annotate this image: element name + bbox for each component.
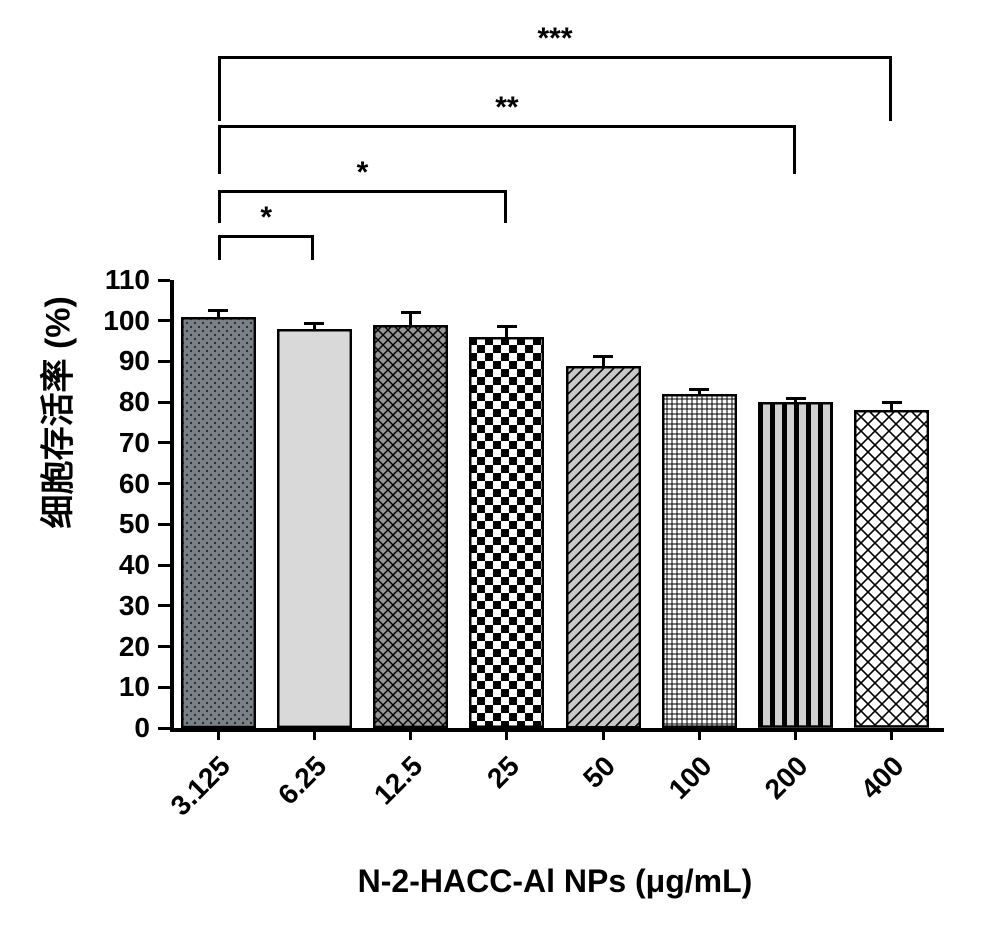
- x-tick-mark: [794, 728, 797, 740]
- y-tick-mark: [158, 319, 170, 322]
- y-tick-label: 90: [0, 345, 150, 377]
- significance-label: **: [467, 91, 547, 125]
- y-tick-mark: [158, 401, 170, 404]
- y-tick-label: 10: [0, 671, 150, 703]
- error-cap: [689, 388, 709, 391]
- significance-bracket-drop: [218, 125, 221, 174]
- error-cap: [593, 355, 613, 358]
- error-bar: [409, 313, 412, 325]
- significance-bracket: [218, 190, 507, 193]
- significance-bracket: [218, 56, 892, 59]
- y-tick-label: 50: [0, 508, 150, 540]
- x-tick-mark: [602, 728, 605, 740]
- x-tick-mark: [698, 728, 701, 740]
- y-tick-label: 20: [0, 631, 150, 663]
- significance-bracket-drop: [218, 56, 221, 121]
- significance-bracket-drop: [504, 190, 507, 223]
- y-tick-label: 100: [0, 305, 150, 337]
- x-tick-label: 100: [662, 750, 718, 806]
- y-tick-mark: [158, 645, 170, 648]
- x-tick-label: 6.25: [272, 750, 333, 811]
- y-tick-mark: [158, 482, 170, 485]
- y-tick-mark: [158, 564, 170, 567]
- x-tick-label: 25: [481, 750, 526, 795]
- error-cap: [304, 322, 324, 325]
- y-tick-label: 70: [0, 427, 150, 459]
- error-cap: [497, 325, 517, 328]
- significance-label: *: [323, 156, 403, 190]
- y-tick-mark: [158, 279, 170, 282]
- y-tick-mark: [158, 523, 170, 526]
- y-tick-mark: [158, 441, 170, 444]
- y-tick-label: 110: [0, 264, 150, 296]
- significance-bracket: [218, 235, 314, 238]
- significance-bracket-drop: [218, 190, 221, 223]
- x-tick-mark: [505, 728, 508, 740]
- x-tick-label: 200: [759, 750, 815, 806]
- y-tick-mark: [158, 727, 170, 730]
- significance-bracket-drop: [311, 235, 314, 259]
- x-tick-mark: [217, 728, 220, 740]
- y-tick-mark: [158, 604, 170, 607]
- significance-bracket-drop: [218, 235, 221, 259]
- y-tick-label: 0: [0, 712, 150, 744]
- bar: [758, 402, 833, 728]
- x-tick-label: 50: [577, 750, 622, 795]
- x-tick-mark: [409, 728, 412, 740]
- y-tick-label: 30: [0, 590, 150, 622]
- error-bar: [505, 327, 508, 337]
- bar: [373, 325, 448, 728]
- y-tick-label: 40: [0, 549, 150, 581]
- x-tick-label: 400: [855, 750, 911, 806]
- significance-bracket-drop: [793, 125, 796, 174]
- significance-bracket: [218, 125, 796, 128]
- x-tick-label: 3.125: [165, 750, 237, 822]
- significance-bracket-drop: [889, 56, 892, 121]
- x-tick-label: 12.5: [368, 750, 429, 811]
- error-cap: [401, 311, 421, 314]
- error-cap: [786, 397, 806, 400]
- x-tick-mark: [890, 728, 893, 740]
- y-tick-mark: [158, 360, 170, 363]
- y-tick-label: 60: [0, 468, 150, 500]
- significance-label: ***: [515, 22, 595, 56]
- bar: [662, 394, 737, 728]
- bar: [566, 366, 641, 728]
- x-axis-label: N-2-HACC-Al NPs (μg/mL): [170, 863, 940, 900]
- significance-label: *: [226, 201, 306, 235]
- error-cap: [208, 309, 228, 312]
- y-tick-label: 80: [0, 386, 150, 418]
- bar: [854, 410, 929, 728]
- bar: [469, 337, 544, 728]
- error-cap: [882, 401, 902, 404]
- x-tick-mark: [313, 728, 316, 740]
- bar: [277, 329, 352, 728]
- chart-container: 细胞存活率 (%) N-2-HACC-Al NPs (μg/mL) 010203…: [0, 0, 1000, 933]
- y-tick-mark: [158, 686, 170, 689]
- bar: [181, 317, 256, 728]
